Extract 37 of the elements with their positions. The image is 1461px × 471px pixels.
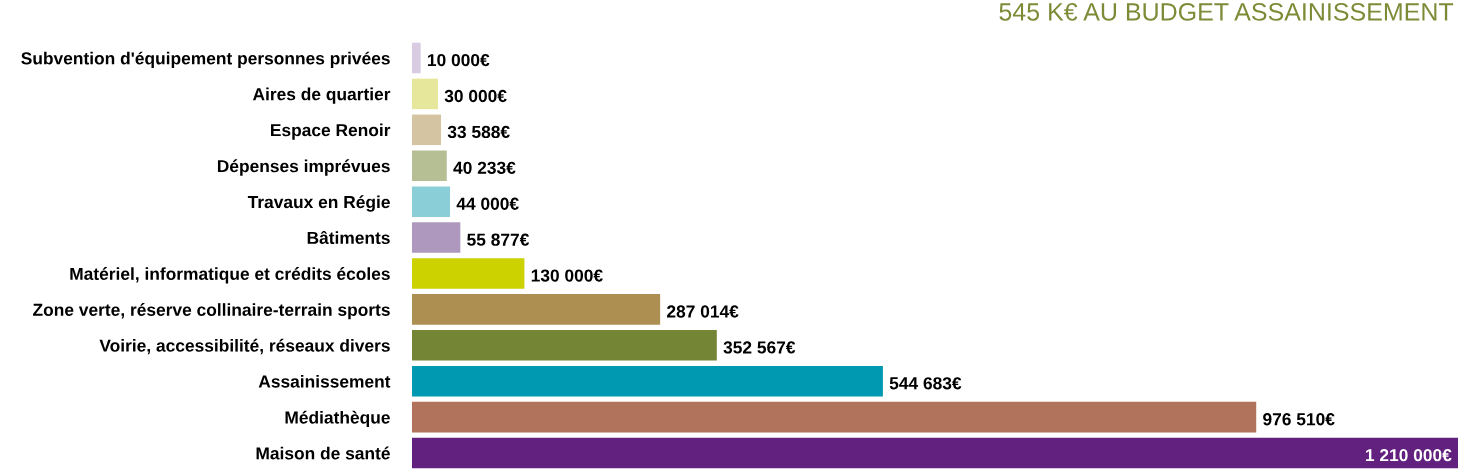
data-label: 976 510€ bbox=[1263, 413, 1335, 426]
y-tick-label: Assainissement bbox=[258, 374, 391, 388]
bar bbox=[412, 365, 883, 397]
y-tick-label: Bâtiments bbox=[307, 230, 390, 245]
bar bbox=[412, 330, 717, 361]
y-tick-label: Espace Renoir bbox=[271, 123, 391, 140]
y-tick-label: Maison de santé bbox=[256, 446, 390, 460]
bar bbox=[412, 258, 525, 289]
data-label: 1 210 000€ bbox=[1366, 449, 1452, 462]
bar bbox=[412, 437, 1459, 469]
data-label: 33 588€ bbox=[447, 125, 510, 139]
bar bbox=[412, 42, 421, 74]
data-label: 30 000€ bbox=[444, 89, 507, 103]
y-tick-label: Aires de quartier bbox=[252, 87, 391, 104]
data-label: 10 000€ bbox=[428, 53, 490, 67]
text: 545 K€ AU BUDGET ASSAINISSEMENT bbox=[999, 3, 1454, 21]
y-tick-label: Travaux en Régie bbox=[247, 195, 390, 212]
data-label: 352 567€ bbox=[723, 341, 796, 354]
bar bbox=[412, 150, 447, 181]
data-label: 287 014€ bbox=[667, 305, 739, 318]
bar bbox=[412, 186, 451, 217]
y-tick-label: Voirie, accessibilité, réseaux divers bbox=[99, 338, 390, 355]
data-label: 544 683€ bbox=[889, 377, 962, 390]
bar bbox=[412, 222, 461, 253]
y-tick-label: Dépenses imprévues bbox=[217, 159, 390, 176]
data-label: 44 000€ bbox=[456, 197, 519, 210]
y-tick-label: Matériel, informatique et crédits écoles bbox=[70, 267, 390, 284]
bar bbox=[412, 114, 442, 146]
y-tick-label: Zone verte, réserve collinaire-terrain sports bbox=[33, 303, 390, 320]
data-label: 130 000€ bbox=[531, 269, 603, 282]
y-tick-label: Médiathèque bbox=[285, 410, 390, 428]
bar bbox=[412, 78, 438, 110]
data-label: 40 233€ bbox=[453, 161, 516, 175]
bar bbox=[412, 294, 661, 325]
bar bbox=[412, 401, 1257, 433]
y-tick-label: Subvention d'équipement personnes privées bbox=[21, 51, 390, 68]
data-label: 55 877€ bbox=[467, 233, 530, 246]
